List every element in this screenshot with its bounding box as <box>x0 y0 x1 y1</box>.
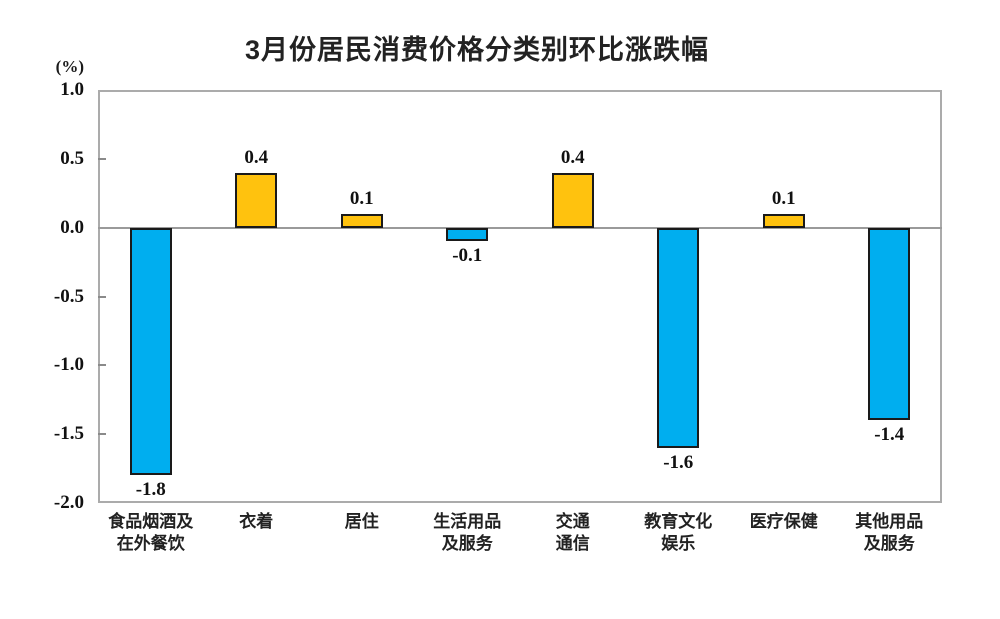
y-tick-mark <box>98 295 106 298</box>
plot-area <box>98 90 942 503</box>
y-tick-label: -2.0 <box>53 492 84 513</box>
bar <box>657 227 700 448</box>
y-tick-mark <box>98 364 106 367</box>
bar <box>340 213 383 228</box>
bar-value-label: 0.1 <box>349 187 374 209</box>
bar <box>551 172 594 228</box>
bar-value-label: -1.6 <box>663 451 694 473</box>
chart-title: 3月份居民消费价格分类别环比涨跌幅 <box>244 35 709 65</box>
x-category-label: 教育文化 娱乐 <box>644 512 713 553</box>
y-tick-label: -1.5 <box>53 423 84 445</box>
bar-value-label: 0.4 <box>560 146 585 168</box>
x-category-label: 医疗保健 <box>749 512 818 531</box>
y-tick-label: 0.5 <box>60 147 84 169</box>
y-tick-label: -1.0 <box>53 354 84 376</box>
x-category-label: 其他用品 及服务 <box>855 512 924 553</box>
y-tick-label: 1.0 <box>60 79 84 100</box>
bar-value-label: -0.1 <box>452 245 483 267</box>
x-category-label: 食品烟酒及 在外餐饮 <box>108 512 194 553</box>
bar <box>868 227 911 421</box>
bar <box>446 227 489 242</box>
x-category-label: 衣着 <box>239 512 274 531</box>
y-tick-mark <box>98 433 106 436</box>
bar-value-label: 0.1 <box>771 187 796 209</box>
y-tick-label: -0.5 <box>53 285 84 307</box>
bar <box>235 172 278 228</box>
x-category-label: 交通 通信 <box>555 512 590 553</box>
y-tick-label: 0.0 <box>60 216 84 238</box>
y-tick-mark <box>98 157 106 160</box>
y-axis-unit-label: (%) <box>55 57 84 76</box>
bar <box>129 227 172 476</box>
x-category-label: 居住 <box>344 512 379 531</box>
bar <box>762 213 805 228</box>
bar-value-label: -1.4 <box>874 424 905 446</box>
zero-line <box>98 226 942 229</box>
x-category-label: 生活用品 及服务 <box>433 512 502 553</box>
bar-value-label: -1.8 <box>135 479 166 501</box>
bar-value-label: 0.4 <box>244 146 269 168</box>
